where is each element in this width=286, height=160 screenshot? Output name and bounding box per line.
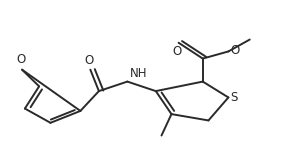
Text: S: S [231,91,238,104]
Text: NH: NH [130,67,148,80]
Text: O: O [231,44,240,57]
Text: O: O [16,53,25,66]
Text: O: O [172,45,182,58]
Text: O: O [84,53,94,67]
